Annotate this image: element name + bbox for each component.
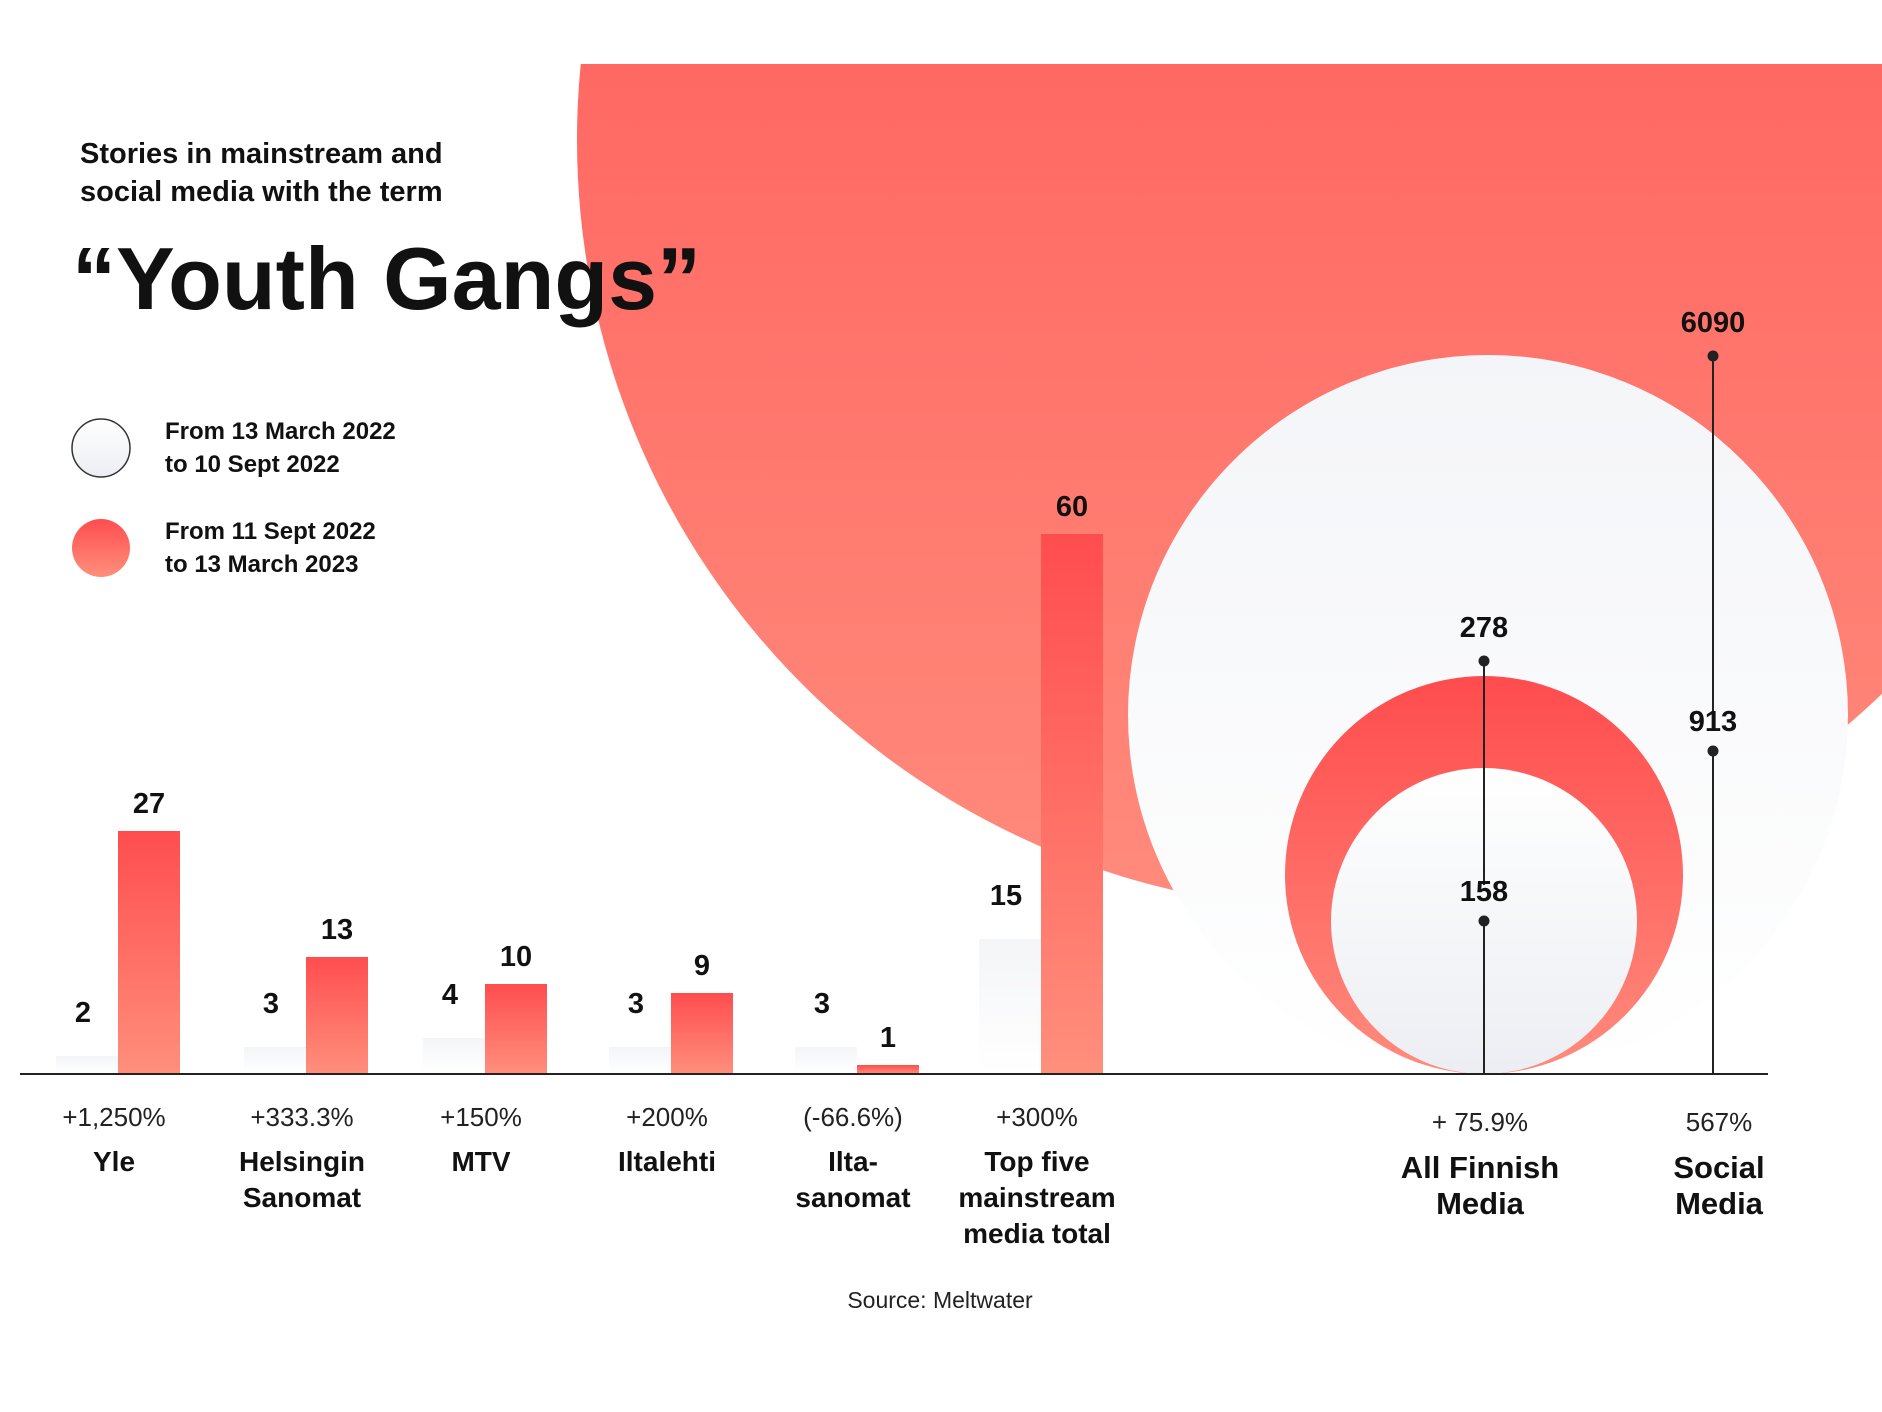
- category-label-ilta-sanomat-line-1: Ilta-: [828, 1146, 878, 1177]
- bar-previous-yle: [56, 1056, 118, 1074]
- value-label-current-social-media: 6090: [1681, 307, 1746, 339]
- bar-current-yle: [118, 831, 180, 1074]
- bar-current-helsingin-sanomat: [306, 957, 368, 1074]
- bars-layer: [56, 534, 1103, 1074]
- legend-label-2-line1: From 11 Sept 2022: [165, 518, 376, 545]
- bar-current-ilta-sanomat: [857, 1065, 919, 1074]
- legend-label-1-line1: From 13 March 2022: [165, 418, 396, 445]
- change-label-helsingin-sanomat: +333.3%: [250, 1102, 353, 1132]
- value-label-current-iltalehti: 9: [694, 950, 710, 982]
- value-label-previous-mtv: 4: [442, 979, 458, 1011]
- value-label-previous-top-five-mainstream-media-total: 15: [990, 880, 1022, 912]
- bar-current-top-five-mainstream-media-total: [1041, 534, 1103, 1074]
- value-label-current-all-finnish-media: 278: [1460, 612, 1508, 644]
- bar-previous-helsingin-sanomat: [244, 1047, 306, 1074]
- value-label-current-helsingin-sanomat: 13: [321, 914, 353, 946]
- change-label-yle: +1,250%: [62, 1102, 165, 1132]
- change-label-all-finnish-media: + 75.9%: [1432, 1107, 1528, 1137]
- bar-previous-ilta-sanomat: [795, 1047, 857, 1074]
- value-label-previous-iltalehti: 3: [628, 988, 644, 1020]
- category-label-helsingin-sanomat-line-2: Sanomat: [243, 1182, 361, 1213]
- value-label-previous-social-media: 913: [1689, 706, 1737, 738]
- category-label-social-media-line-2: Media: [1675, 1186, 1764, 1221]
- category-label-top-five-mainstream-media-total-line-2: mainstream: [958, 1182, 1115, 1213]
- bar-previous-mtv: [423, 1038, 485, 1074]
- change-label-social-media: 567%: [1686, 1107, 1753, 1137]
- category-label-top-five-mainstream-media-total-line-1: Top five: [984, 1146, 1089, 1177]
- category-label-yle-line-1: Yle: [93, 1146, 135, 1177]
- bar-current-mtv: [485, 984, 547, 1074]
- value-label-current-yle: 27: [133, 788, 165, 820]
- labels-layer: 227+1,250%Yle313+333.3%HelsinginSanomat4…: [62, 307, 1764, 1249]
- value-label-current-mtv: 10: [500, 941, 532, 973]
- subtitle-line-2: social media with the term: [80, 176, 443, 208]
- dot-previous-social-media: [1707, 745, 1719, 757]
- legend-swatch-white: [71, 418, 131, 478]
- bar-current-iltalehti: [671, 993, 733, 1074]
- value-label-current-ilta-sanomat: 1: [880, 1022, 896, 1054]
- category-label-social-media-line-1: Social: [1673, 1150, 1764, 1185]
- dot-previous-all-finnish-media: [1478, 915, 1490, 927]
- value-label-current-top-five-mainstream-media-total: 60: [1056, 491, 1088, 523]
- category-label-all-finnish-media-line-1: All Finnish: [1401, 1150, 1559, 1185]
- category-label-top-five-mainstream-media-total-line-3: media total: [963, 1218, 1111, 1249]
- value-label-previous-helsingin-sanomat: 3: [263, 988, 279, 1020]
- legend-label-2-line2: to 13 March 2023: [165, 551, 358, 578]
- dot-current-all-finnish-media: [1478, 655, 1490, 667]
- category-label-ilta-sanomat-line-2: sanomat: [795, 1182, 910, 1213]
- change-label-iltalehti: +200%: [626, 1102, 708, 1132]
- subtitle-line-1: Stories in mainstream and: [80, 138, 443, 170]
- category-label-all-finnish-media-line-2: Media: [1436, 1186, 1525, 1221]
- page-title: “Youth Gangs”: [72, 229, 701, 328]
- value-label-previous-yle: 2: [75, 997, 91, 1029]
- category-label-iltalehti-line-1: Iltalehti: [618, 1146, 716, 1177]
- change-label-ilta-sanomat: (-66.6%): [803, 1102, 903, 1132]
- category-label-mtv-line-1: MTV: [451, 1146, 510, 1177]
- bar-previous-iltalehti: [609, 1047, 671, 1074]
- legend-label-1-line2: to 10 Sept 2022: [165, 451, 340, 478]
- value-label-previous-all-finnish-media: 158: [1460, 876, 1508, 908]
- dot-current-social-media: [1707, 350, 1719, 362]
- change-label-mtv: +150%: [440, 1102, 522, 1132]
- category-label-helsingin-sanomat-line-1: Helsingin: [239, 1146, 365, 1177]
- change-label-top-five-mainstream-media-total: +300%: [996, 1102, 1078, 1132]
- source-note: Source: Meltwater: [847, 1287, 1033, 1313]
- bubble-leader-lines: [1478, 350, 1719, 1074]
- bar-previous-top-five-mainstream-media-total: [979, 939, 1041, 1074]
- legend-swatch-red: [72, 519, 130, 577]
- value-label-previous-ilta-sanomat: 3: [814, 988, 830, 1020]
